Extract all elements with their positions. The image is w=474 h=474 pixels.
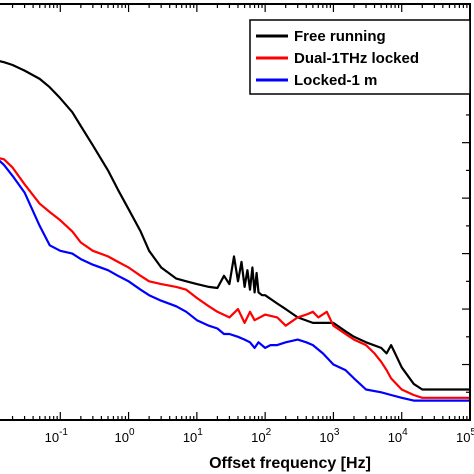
x-tick-label: 101	[183, 427, 203, 445]
series-layer	[0, 60, 470, 402]
x-tick-label: 10-1	[45, 427, 69, 445]
legend-label-2: Dual-1THz locked	[294, 50, 419, 67]
x-axis-title: Offset frequency [Hz]	[209, 455, 371, 472]
x-tick-label: 100	[115, 427, 135, 445]
plot-frame	[0, 3, 471, 421]
x-tick-label: 102	[251, 427, 271, 445]
legend-label-3: Locked-1 m	[294, 72, 377, 89]
legend-label-1: Free running	[294, 28, 386, 45]
series-line-2	[0, 157, 470, 399]
legend: Free running Dual-1THz locked Locked-1 m	[249, 19, 471, 95]
series-line-3	[0, 159, 470, 402]
x-tick-label: 105	[456, 427, 474, 445]
series-line-1	[0, 60, 470, 391]
axes-layer: 10-1 100 101 102 103 104 105	[0, 3, 474, 445]
x-tick-label: 103	[319, 427, 339, 445]
x-tick-label: 104	[388, 427, 408, 445]
